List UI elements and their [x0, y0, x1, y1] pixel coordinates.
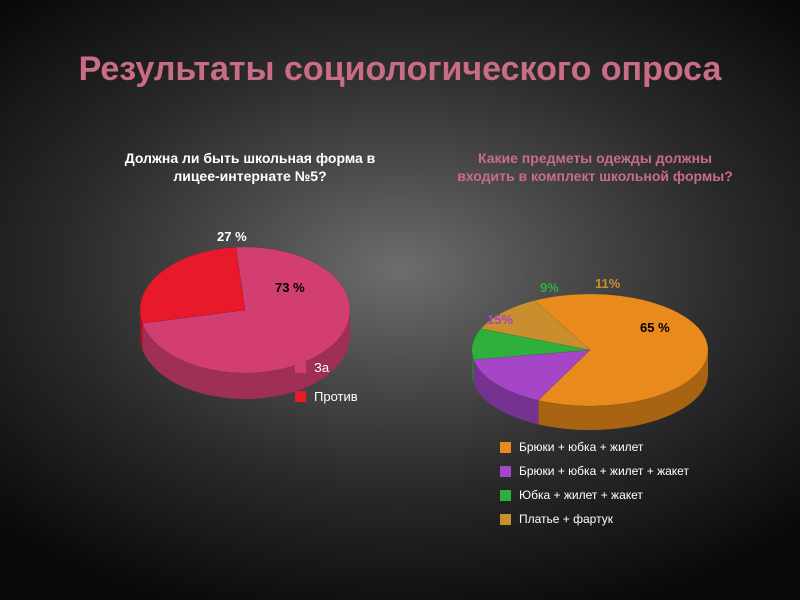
legend-swatch: [500, 514, 511, 525]
slice-percent-label: 9%: [540, 280, 559, 295]
slice-percent-label: 15%: [487, 312, 513, 327]
legend-item: Брюки + юбка + жилет + жакет: [500, 464, 689, 478]
legend-item: За: [295, 360, 358, 375]
chart1-subtitle: Должна ли быть школьная форма в лицее-ин…: [110, 150, 390, 185]
slide: Результаты социологического опроса Должн…: [0, 0, 800, 600]
legend-swatch: [500, 466, 511, 477]
legend-swatch: [295, 391, 306, 402]
pie-chart-2: 65 % 15% 9% 11%: [455, 270, 735, 450]
slice-percent-label: 73 %: [275, 280, 305, 295]
slice-percent-label: 65 %: [640, 320, 670, 335]
legend-item: Брюки + юбка + жилет: [500, 440, 689, 454]
legend-label: Платье + фартук: [519, 512, 613, 526]
legend-label: Брюки + юбка + жилет + жакет: [519, 464, 689, 478]
legend-swatch: [295, 362, 306, 373]
legend-item: Платье + фартук: [500, 512, 689, 526]
legend-chart-1: За Против: [295, 360, 358, 418]
legend-chart-2: Брюки + юбка + жилет Брюки + юбка + жилет…: [500, 440, 689, 536]
slice-percent-label: 27 %: [217, 229, 247, 244]
legend-item: Против: [295, 389, 358, 404]
chart2-subtitle: Какие предметы одежды должны входить в к…: [450, 150, 740, 185]
legend-swatch: [500, 442, 511, 453]
legend-label: Юбка + жилет + жакет: [519, 488, 643, 502]
legend-swatch: [500, 490, 511, 501]
page-title: Результаты социологического опроса: [0, 50, 800, 89]
legend-label: За: [314, 360, 329, 375]
legend-item: Юбка + жилет + жакет: [500, 488, 689, 502]
legend-label: Брюки + юбка + жилет: [519, 440, 643, 454]
pie-slice: [140, 247, 245, 323]
legend-label: Против: [314, 389, 358, 404]
slice-percent-label: 11%: [595, 276, 620, 291]
